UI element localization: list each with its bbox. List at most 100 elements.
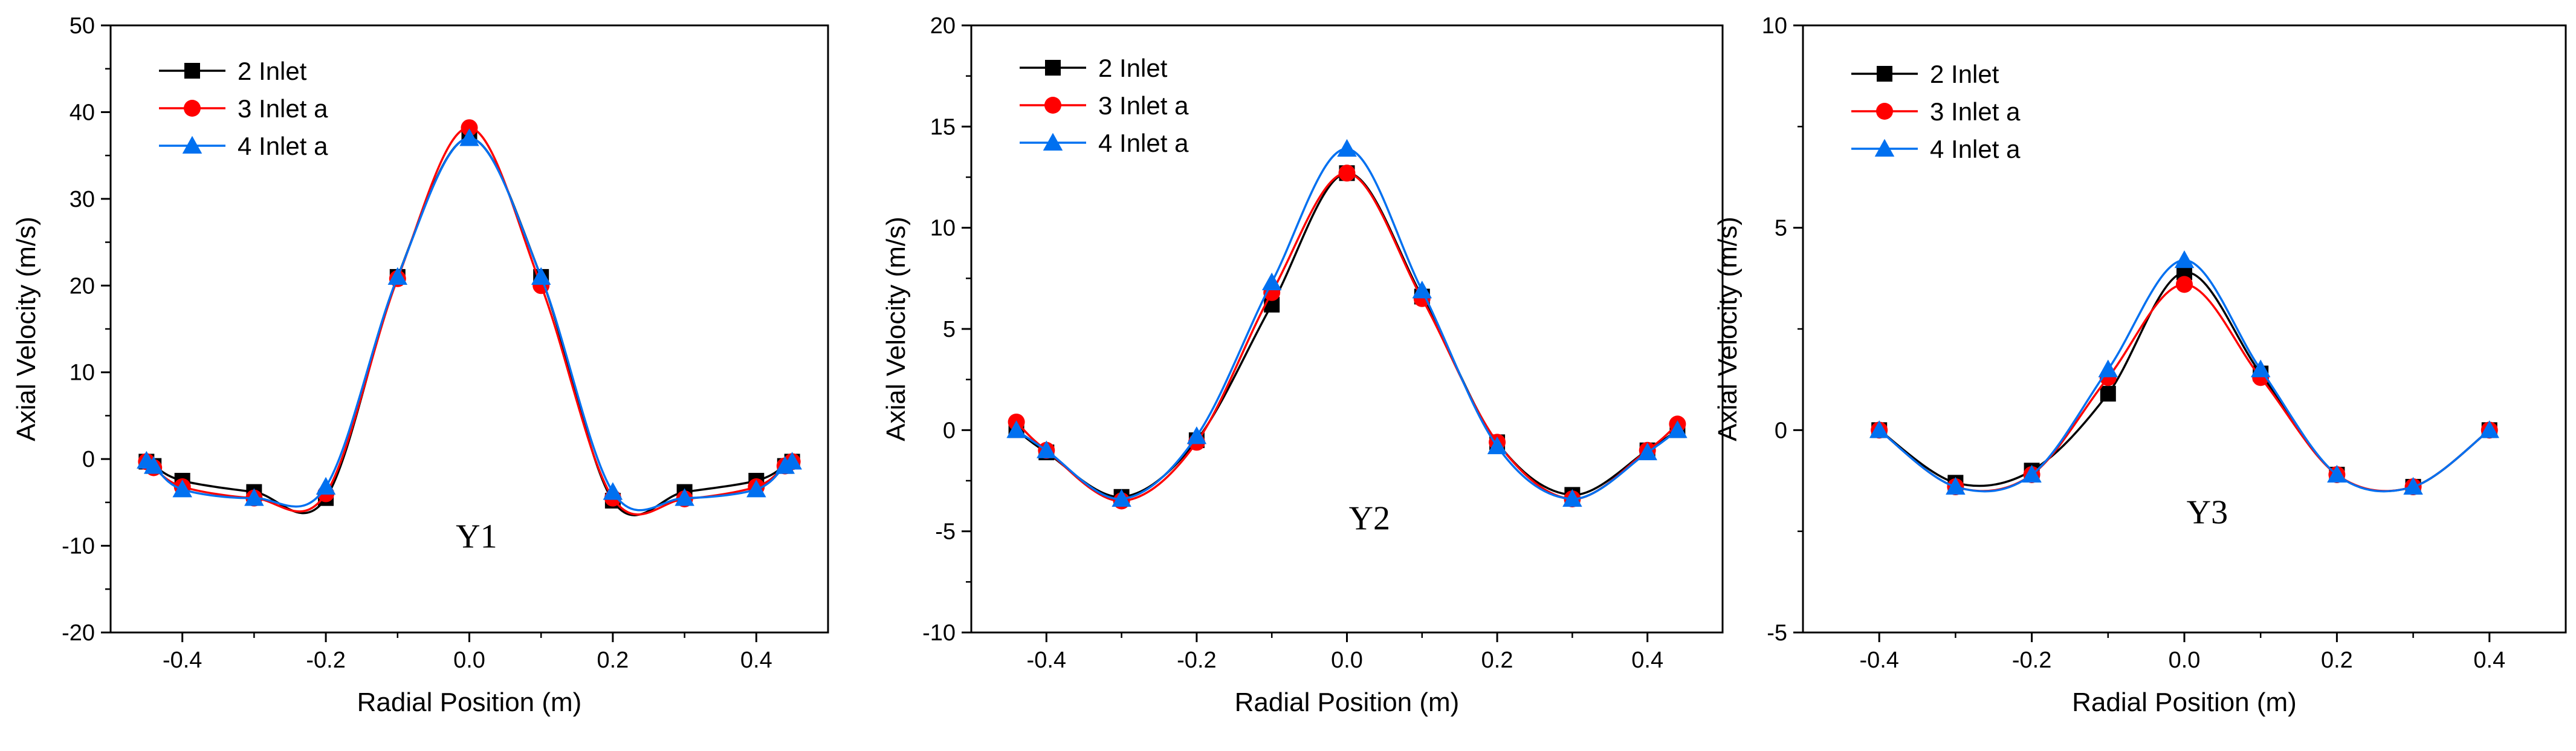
y-axis-label: Axial Velocity (m/s) [11,216,41,441]
data-point [1338,164,1356,182]
legend: 2 Inlet 3 Inlet a 4 Inlet a [159,57,328,160]
series-line [146,137,793,512]
series-line [1879,271,2490,492]
y-tick-label: 5 [943,317,956,342]
data-point [2176,276,2193,293]
legend-marker [184,63,200,79]
x-tick-label: 0.0 [453,648,485,673]
y-tick-label: 20 [930,13,956,39]
series-2-inlet [1008,165,1686,505]
chart-panel-y2: -0.4 -0.2 0.0 0.2 0.4 -10 -5 0 5 10 15 20 Radial Pos… [881,13,1724,717]
panel-label: Y2 [1349,499,1390,537]
series-line [146,137,793,516]
series-2-inlet [1871,264,2497,495]
y-tick-label: -10 [62,534,95,559]
data-point [2174,250,2195,268]
legend-marker [1874,138,1895,157]
data-point [603,482,623,500]
series-line [1879,283,2490,492]
x-tick-label: 0.4 [740,648,772,673]
legend-label: 4 Inlet a [1930,135,2021,163]
x-tick-label: -0.4 [1859,648,1898,673]
plot-frame [1802,24,2567,634]
y-tick-label: -20 [62,620,95,646]
series-line [1015,148,1678,500]
data-point [1668,420,1688,438]
legend-label: 3 Inlet a [1930,97,2021,126]
x-tick-label: 0.4 [2473,648,2505,673]
data-point [2403,476,2423,495]
data-point [459,128,479,146]
series-2-inlet [138,130,800,516]
series-4-inlet-a [1869,250,2500,495]
x-tick-label: 0.2 [597,648,629,673]
x-tick-label: 0.4 [1631,648,1663,673]
series-3-inlet-a [1008,164,1686,510]
data-point [675,488,694,506]
y-tick-label: 0 [82,447,95,472]
legend-marker [1876,103,1893,120]
y-tick-label: 15 [930,114,956,140]
x-tick-label: 0.0 [1331,648,1363,673]
data-point [1487,436,1507,455]
y-axis-label: Axial Velocity (m/s) [1713,216,1743,441]
data-point [2479,420,2500,438]
series-line [146,126,793,516]
legend: 2 Inlet 3 Inlet a 4 Inlet a [1851,60,2021,163]
data-point [1869,420,1889,438]
y-tick-label: 5 [1775,216,1787,241]
data-point [2250,359,2271,377]
x-tick-label: -0.2 [306,648,345,673]
legend: 2 Inlet 3 Inlet a 4 Inlet a [1020,54,1189,157]
legend-label: 4 Inlet a [238,132,328,160]
y-tick-label: -5 [1767,620,1787,646]
legend-marker [184,100,201,117]
legend-label: 3 Inlet a [238,94,328,123]
legend-marker [1043,132,1063,151]
data-point [387,267,408,285]
series-line [1015,172,1678,498]
data-point [461,119,478,137]
y-axis-label: Axial Velocity (m/s) [881,216,911,441]
legend-label: 4 Inlet a [1098,129,1189,157]
data-point [782,452,802,470]
data-point [1946,476,1966,495]
data-point [1562,489,1582,507]
y-tick-label: 40 [70,100,95,125]
legend-marker [1045,60,1061,76]
legend-label: 2 Inlet [1098,54,1168,82]
panel-label: Y1 [456,518,497,555]
legend-label: 3 Inlet a [1098,91,1189,120]
legend-label: 2 Inlet [1930,60,1999,88]
legend-marker [1044,97,1061,114]
x-tick-label: 0.0 [2169,648,2201,673]
data-point [244,488,264,506]
data-point [1006,420,1026,438]
y-tick-label: 0 [943,418,956,443]
data-point [316,476,336,495]
data-point [2100,386,2116,402]
panel-label: Y3 [2187,493,2228,531]
x-tick-label: -0.4 [1027,648,1066,673]
data-point [2022,464,2042,483]
data-point [143,456,164,474]
y-tick-label: 30 [70,187,95,212]
chart-panel-y1: -0.4 -0.2 0.0 0.2 0.4 -20 -10 0 10 20 30 40 50 Radial… [11,13,829,717]
data-point [1112,489,1131,507]
data-point [531,267,551,285]
series-line [1015,172,1678,502]
x-axis-label: Radial Position (m) [357,688,582,717]
y-tick-label: 50 [70,13,95,39]
legend-marker [1877,66,1892,82]
data-point [172,480,192,498]
data-point [746,480,766,498]
y-tick-label: -5 [935,519,956,545]
plot-frame [970,24,1724,634]
x-tick-label: -0.2 [2012,648,2051,673]
legend-marker [182,135,202,154]
data-point [1186,426,1207,444]
data-point [1261,272,1282,291]
data-point [1037,440,1057,458]
